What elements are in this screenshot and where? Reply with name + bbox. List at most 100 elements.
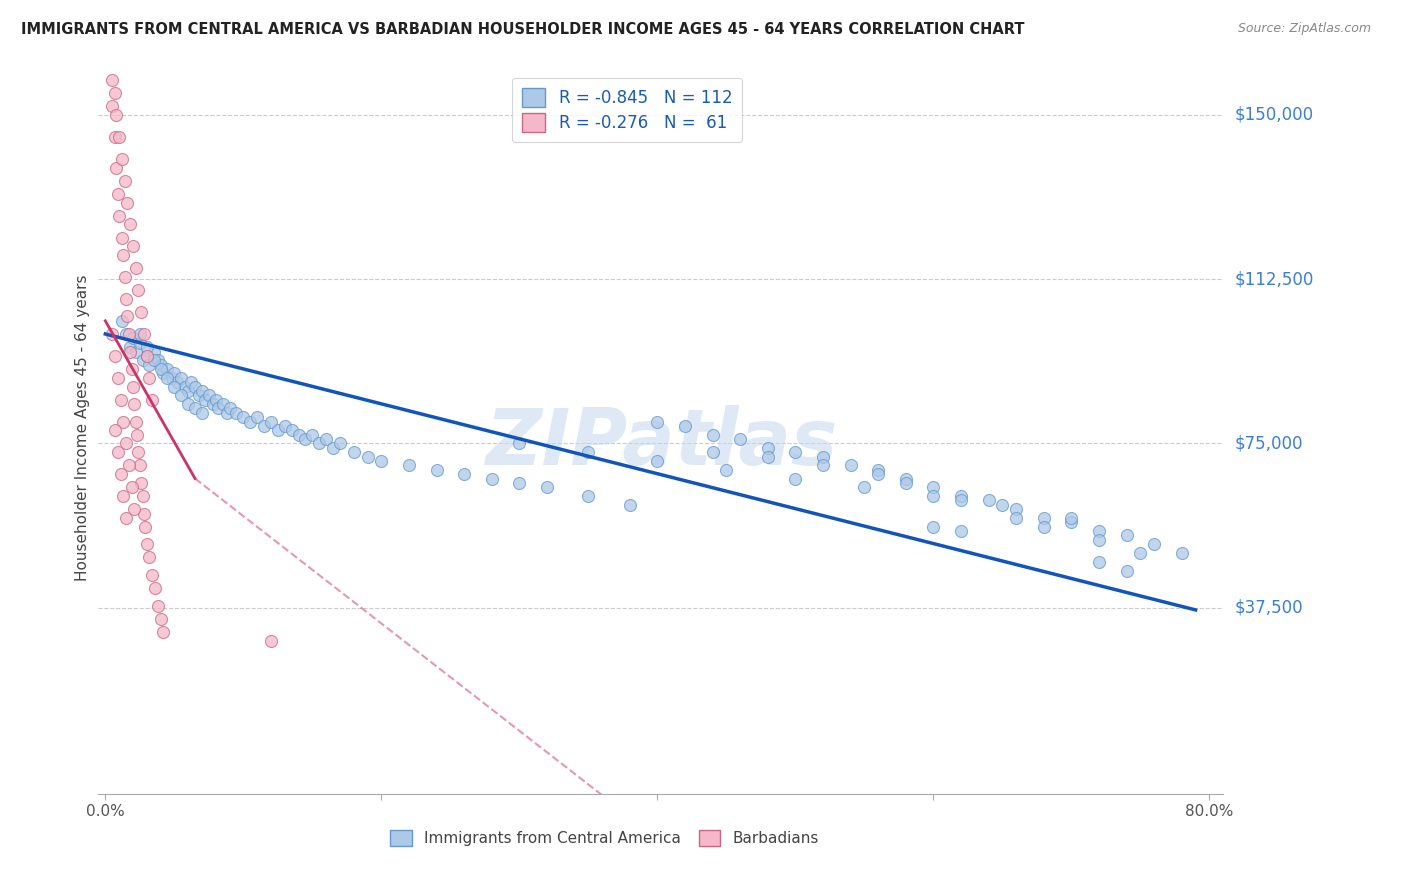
Point — [125, 344, 148, 359]
Point — [274, 419, 297, 434]
Point — [108, 129, 131, 144]
Point — [204, 392, 226, 407]
Point — [294, 432, 316, 446]
Point — [104, 86, 127, 100]
Point — [1088, 524, 1111, 538]
Point — [120, 344, 142, 359]
Point — [647, 454, 669, 468]
Text: $112,500: $112,500 — [1234, 270, 1313, 288]
Point — [194, 392, 217, 407]
Point — [127, 283, 149, 297]
Point — [811, 458, 834, 473]
Point — [853, 480, 876, 494]
Point — [120, 340, 142, 354]
Point — [1060, 516, 1083, 530]
Point — [785, 445, 807, 459]
Point — [922, 480, 945, 494]
Point — [124, 397, 146, 411]
Text: $75,000: $75,000 — [1234, 434, 1303, 452]
Point — [138, 550, 160, 565]
Point — [111, 314, 134, 328]
Legend: Immigrants from Central America, Barbadians: Immigrants from Central America, Barbadi… — [384, 824, 825, 852]
Point — [453, 467, 475, 482]
Point — [188, 388, 211, 402]
Point — [115, 292, 138, 306]
Point — [949, 489, 972, 503]
Point — [1115, 528, 1137, 542]
Point — [132, 326, 155, 341]
Point — [149, 612, 172, 626]
Point — [135, 349, 157, 363]
Point — [170, 388, 193, 402]
Point — [129, 305, 152, 319]
Point — [868, 463, 890, 477]
Point — [253, 419, 276, 434]
Point — [949, 524, 972, 538]
Point — [1032, 519, 1054, 533]
Point — [115, 326, 138, 341]
Point — [260, 415, 283, 429]
Point — [146, 353, 169, 368]
Point — [647, 415, 669, 429]
Point — [868, 467, 890, 482]
Point — [149, 362, 172, 376]
Point — [121, 480, 143, 494]
Point — [1005, 511, 1028, 525]
Point — [170, 371, 193, 385]
Point — [124, 502, 146, 516]
Point — [177, 384, 200, 398]
Point — [105, 108, 128, 122]
Point — [425, 463, 447, 477]
Point — [756, 441, 779, 455]
Point — [398, 458, 420, 473]
Point — [977, 493, 1000, 508]
Point — [118, 458, 141, 473]
Point — [101, 326, 124, 341]
Point — [508, 475, 530, 490]
Point — [101, 99, 124, 113]
Point — [198, 388, 221, 402]
Point — [991, 498, 1014, 512]
Point — [129, 475, 152, 490]
Point — [191, 384, 214, 398]
Point — [619, 498, 641, 512]
Point — [1088, 555, 1111, 569]
Point — [218, 401, 240, 416]
Point — [125, 415, 148, 429]
Point — [112, 489, 135, 503]
Point — [163, 367, 186, 381]
Point — [301, 427, 323, 442]
Point — [481, 471, 503, 485]
Point — [1129, 546, 1152, 560]
Point — [152, 367, 174, 381]
Y-axis label: Householder Income Ages 45 - 64 years: Householder Income Ages 45 - 64 years — [75, 275, 90, 582]
Point — [322, 441, 344, 455]
Point — [114, 270, 136, 285]
Point — [894, 471, 917, 485]
Point — [111, 230, 134, 244]
Point — [756, 450, 779, 464]
Point — [1171, 546, 1194, 560]
Point — [131, 489, 153, 503]
Point — [315, 432, 337, 446]
Point — [949, 493, 972, 508]
Point — [156, 362, 179, 376]
Point — [111, 152, 134, 166]
Point — [125, 261, 148, 276]
Point — [1143, 537, 1166, 551]
Point — [225, 406, 247, 420]
Point — [104, 423, 127, 437]
Point — [191, 406, 214, 420]
Point — [117, 195, 139, 210]
Point — [146, 599, 169, 613]
Point — [142, 353, 165, 368]
Point — [201, 397, 224, 411]
Text: Source: ZipAtlas.com: Source: ZipAtlas.com — [1237, 22, 1371, 36]
Point — [128, 335, 150, 350]
Point — [702, 427, 724, 442]
Point — [107, 371, 129, 385]
Point — [716, 463, 738, 477]
Point — [1032, 511, 1054, 525]
Point — [104, 349, 127, 363]
Point — [260, 633, 283, 648]
